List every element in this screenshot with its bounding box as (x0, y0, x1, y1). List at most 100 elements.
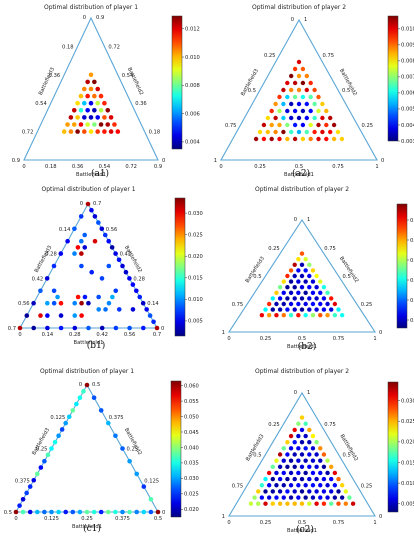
data-point (292, 285, 297, 290)
data-point (27, 484, 33, 489)
data-point (325, 495, 330, 500)
data-point (318, 301, 323, 307)
data-point (259, 313, 265, 318)
data-point (42, 509, 47, 515)
data-point (274, 495, 279, 500)
data-point (292, 66, 298, 72)
data-point (312, 101, 317, 107)
data-point (253, 136, 259, 142)
data-point (281, 87, 286, 93)
data-point (88, 72, 94, 78)
data-point (285, 108, 290, 114)
data-point (307, 296, 312, 301)
colorbar-tick-label: 0.030 (410, 218, 414, 224)
data-point (77, 509, 83, 515)
panel-caption: (c1) (83, 524, 101, 534)
data-point (329, 307, 334, 312)
data-point (110, 294, 115, 300)
data-point (329, 296, 334, 301)
data-point (296, 301, 301, 307)
data-point (299, 427, 305, 433)
tick-right: 0.125 (144, 478, 159, 484)
data-point (58, 313, 64, 318)
colorbar-tick-label: 0.060 (184, 383, 199, 389)
data-point (292, 307, 297, 312)
data-point (51, 300, 57, 306)
data-point (95, 115, 100, 120)
data-point (148, 509, 154, 515)
tick-bottom: 0.375 (115, 516, 130, 522)
data-point (285, 464, 290, 469)
data-point (141, 325, 146, 331)
colorbar-tick-label: 0.004 (185, 140, 201, 146)
data-point (314, 273, 319, 279)
simplex-outline (220, 18, 378, 161)
data-point (285, 136, 290, 142)
data-point (296, 495, 301, 500)
data-point (292, 136, 298, 142)
data-point (72, 226, 77, 232)
colorbar-tick-label: 0.020 (410, 258, 414, 264)
colorbar-tick-label: 0.040 (184, 445, 199, 451)
data-point (314, 452, 319, 457)
data-point (24, 313, 30, 318)
data-point (332, 495, 338, 500)
data-point (31, 300, 36, 306)
colorbar-tick-label: 0.008 (185, 83, 200, 89)
data-point (79, 251, 84, 256)
tick-left: 0.75 (232, 302, 244, 308)
data-point (113, 433, 118, 439)
data-point (88, 129, 94, 134)
data-point (130, 282, 136, 287)
data-point (325, 458, 330, 463)
tick-right: 0.25 (361, 483, 373, 489)
data-point (42, 458, 47, 464)
data-point (281, 290, 286, 295)
tick-bottom: 0.42 (96, 332, 108, 338)
data-point (329, 501, 334, 506)
data-point (325, 470, 330, 476)
data-point (325, 290, 330, 295)
colorbar (170, 380, 182, 518)
data-point (273, 129, 278, 135)
colorbar-tick-label: 0.010 (185, 55, 200, 61)
data-point (303, 279, 308, 284)
data-point (331, 136, 337, 142)
data-point (85, 79, 90, 85)
tick-bottom: 0.36 (72, 164, 84, 170)
data-point (289, 129, 294, 135)
data-point (257, 129, 263, 135)
data-point (96, 307, 101, 312)
colorbar-tick-label: 0.030 (188, 211, 203, 217)
colorbar-tick-label: 0.015 (188, 276, 203, 282)
data-point (99, 226, 105, 232)
data-point (263, 489, 268, 494)
axis-label-battlefield1: Battlefield1 (72, 524, 102, 530)
tick-right: 0.28 (133, 276, 145, 282)
data-point (77, 395, 83, 400)
data-point (320, 115, 325, 121)
data-point (324, 136, 329, 142)
data-point (56, 509, 61, 515)
data-point (288, 433, 294, 439)
colorbar-tick-label: 0.025 (184, 492, 199, 498)
data-point (307, 501, 312, 506)
data-point (339, 483, 345, 488)
data-point (263, 501, 268, 506)
data-point (292, 108, 298, 114)
data-point (98, 408, 104, 413)
data-point (78, 214, 84, 219)
data-point (102, 129, 107, 134)
data-point (266, 470, 272, 476)
data-point (270, 464, 275, 469)
data-point (292, 94, 298, 100)
tick-corner: 0 (291, 17, 294, 23)
data-point (288, 290, 294, 295)
data-point (303, 290, 308, 295)
data-point (281, 101, 286, 107)
data-point (92, 238, 98, 244)
data-point (106, 420, 111, 426)
simplex-outline (227, 218, 377, 333)
data-point (285, 80, 290, 86)
data-point (116, 257, 122, 263)
